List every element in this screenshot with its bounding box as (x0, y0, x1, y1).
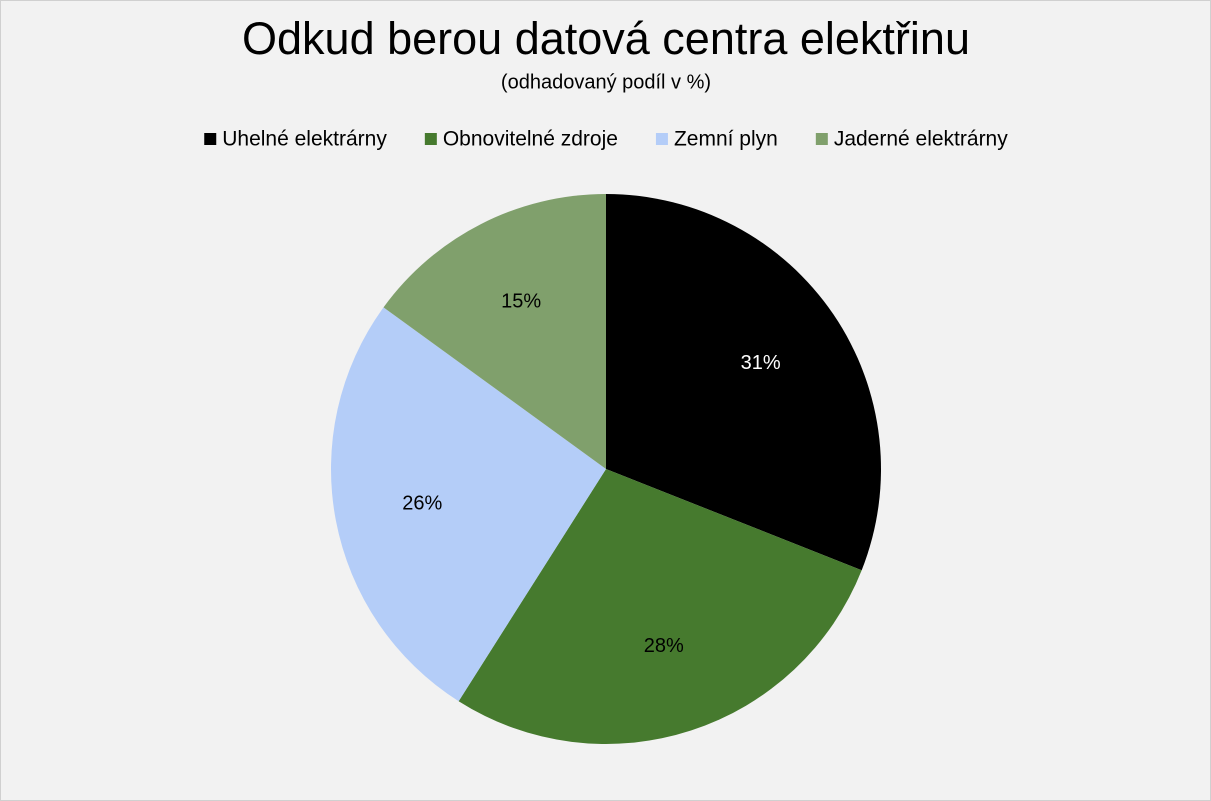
chart-subtitle: (odhadovaný podíl v %) (501, 71, 711, 93)
data-label: 31% (741, 352, 781, 374)
pie-slice (606, 194, 881, 571)
legend-swatch (815, 133, 828, 145)
legend-label: Uhelné elektrárny (222, 128, 387, 151)
chart-title: Odkud berou datová centra elektřinu (242, 13, 970, 64)
legend-swatch (204, 133, 217, 145)
legend-label: Obnovitelné zdroje (443, 128, 618, 151)
data-label: 15% (501, 291, 541, 313)
legend-swatch (655, 133, 668, 145)
legend: Uhelné elektrárny Obnovitelné zdroje Zemní… (204, 128, 1008, 151)
legend-swatch (424, 133, 437, 145)
data-label: 28% (644, 635, 684, 657)
pie-slice (458, 469, 862, 744)
pie-slice (383, 194, 606, 469)
pie-slice (331, 307, 606, 702)
legend-label: Jaderné elektrárny (834, 128, 1008, 151)
data-label: 26% (402, 492, 442, 514)
legend-label: Zemní plyn (674, 128, 778, 151)
